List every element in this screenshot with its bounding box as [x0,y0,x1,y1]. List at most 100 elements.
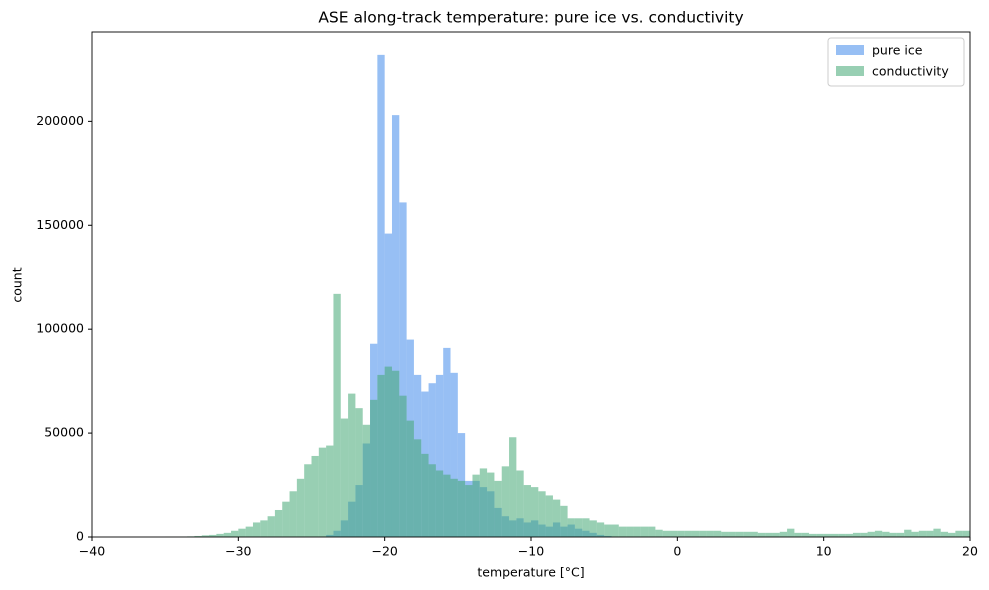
bar [194,535,202,537]
bar [779,531,788,537]
bar [260,520,268,537]
bar [589,520,597,537]
bar [399,395,407,537]
bar [304,464,312,537]
bar [501,466,510,537]
bar [809,533,817,537]
x-tick-label: −20 [371,544,397,559]
bar [435,374,444,537]
bar [633,526,641,537]
bar [787,528,795,537]
bar [882,531,890,537]
bar [691,530,700,537]
bar [845,533,853,537]
bar [318,447,327,537]
bar [750,531,758,537]
bar [545,495,553,537]
bar [830,533,839,537]
bar [274,509,283,537]
bar [443,474,451,537]
bar [479,468,488,537]
bar [289,491,297,537]
y-tick-label: 100000 [36,321,84,336]
x-tick-label: 10 [816,544,832,559]
bar [662,530,671,537]
bar [896,532,905,537]
bar [794,532,802,537]
bar [816,533,824,537]
bar [940,531,949,537]
bar [223,532,232,537]
bar [933,528,941,537]
bar [852,532,861,537]
bar [443,347,451,537]
x-tick-label: −30 [225,544,251,559]
plot-frame [91,31,971,538]
bar [611,524,619,537]
bar [823,533,831,537]
bar [684,530,692,537]
bar [245,526,253,537]
bar [406,420,414,537]
y-tick-label: 50000 [44,425,84,440]
bar [867,531,875,537]
bar [516,470,524,537]
bar [282,501,290,537]
legend-label: pure ice [872,43,923,58]
bar [706,530,714,537]
bar [552,499,561,537]
bar [384,366,392,537]
x-tick-label: −40 [79,544,105,559]
bar [296,478,305,537]
bar [604,524,612,537]
bar [391,370,400,537]
bar [640,526,649,537]
bar [238,528,246,537]
bar [889,532,897,537]
bar [772,532,780,537]
x-tick-label: 0 [673,544,681,559]
bar [252,522,261,537]
bar [421,453,429,537]
bar [567,518,575,537]
x-tick-label: −10 [518,544,544,559]
bar [765,532,773,537]
bar [348,393,356,537]
legend-swatch [836,66,864,76]
bar [677,530,685,537]
bar [918,530,927,537]
bar [648,526,656,537]
bar [838,533,846,537]
bar [626,526,634,537]
bar [216,533,224,537]
y-tick-label: 150000 [36,217,84,232]
bar [428,383,436,537]
bar [391,115,400,538]
bar [362,424,371,537]
bar [267,516,275,537]
legend-label: conductivity [872,64,949,79]
bar [860,532,868,537]
y-axis-label: count [10,267,25,302]
bar [465,485,473,537]
bar [574,518,583,537]
bar [377,54,385,538]
bar [582,518,590,537]
legend-swatch [836,45,864,55]
bar [904,529,912,537]
bar [340,418,349,537]
bar [523,485,531,537]
bar [926,530,934,537]
bar [487,472,495,537]
bar [721,531,729,537]
bar [962,530,970,537]
bar [801,532,810,537]
x-axis-label: temperature [°C] [477,565,584,580]
bar [955,530,963,537]
bar [874,530,883,537]
bar [713,530,722,537]
bar [333,293,341,537]
bar [596,522,605,537]
bar [209,534,217,537]
